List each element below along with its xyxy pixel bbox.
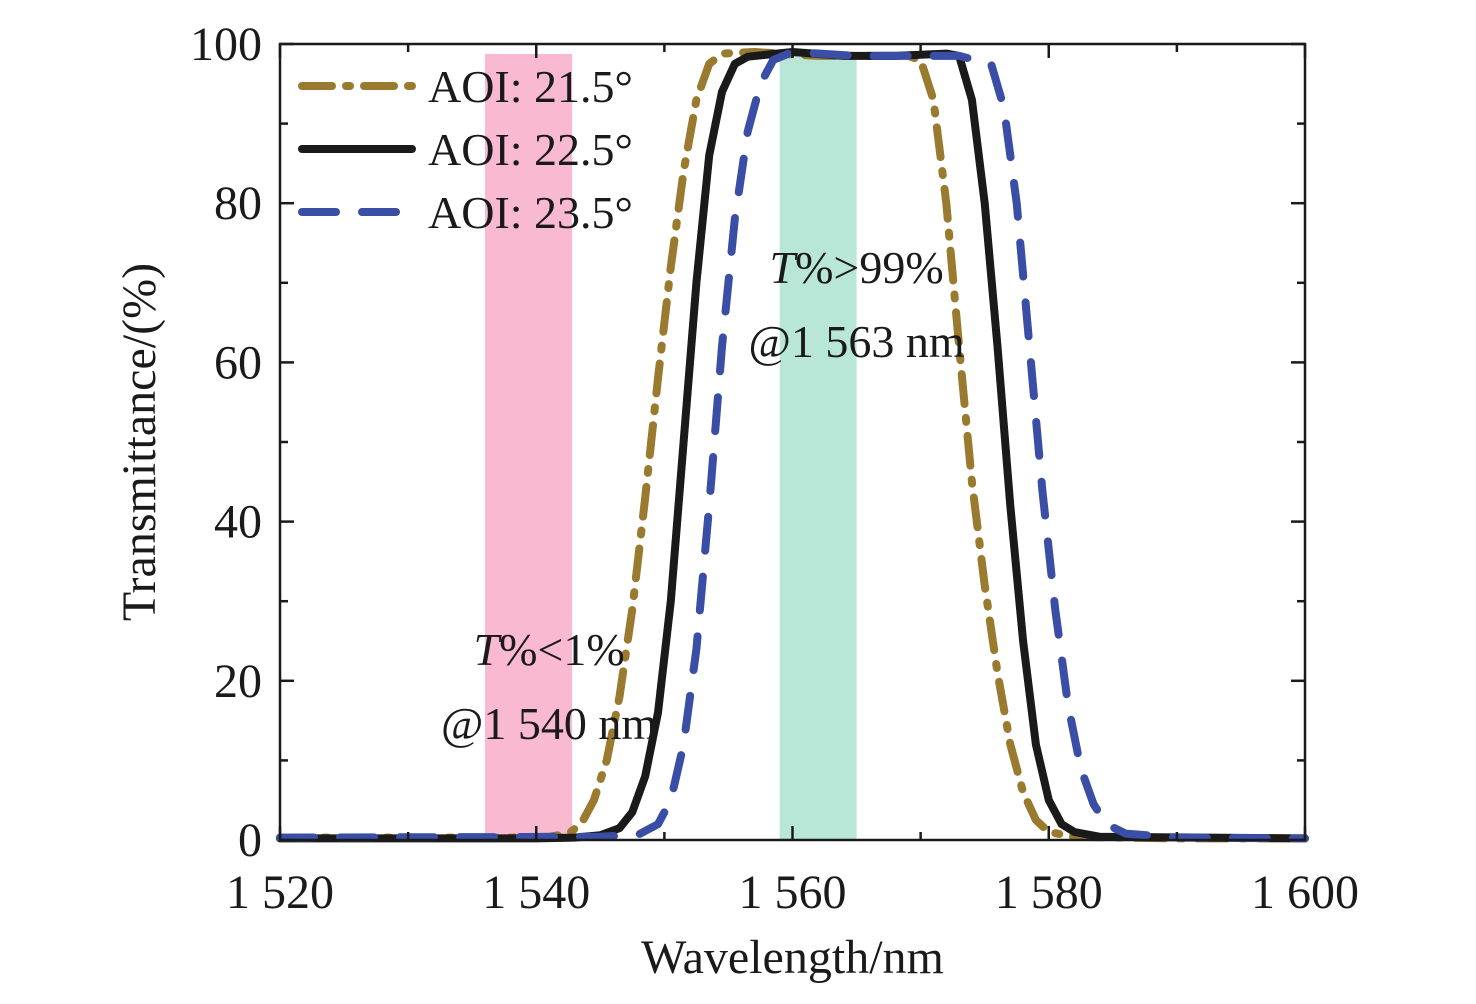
annotation-2-line-1: T%>99% <box>769 242 943 293</box>
y-tick-labels: 0 20 40 60 80 100 <box>190 18 262 867</box>
band-rejection <box>485 54 573 840</box>
annotation-1-line-2: @1 540 nm <box>441 698 657 749</box>
x-tick-label: 1 540 <box>482 866 590 919</box>
series-line-3 <box>276 48 1309 843</box>
annotation-2-line-2: @1 563 nm <box>748 316 964 367</box>
legend-label-3: AOI: 23.5° <box>428 187 633 238</box>
annotations: T%<1% @1 540 nm T%>99% @1 563 nm <box>441 242 965 749</box>
y-tick-label: 60 <box>214 336 262 389</box>
y-tick-label: 100 <box>190 18 262 71</box>
highlight-bands <box>485 54 857 840</box>
legend: AOI: 21.5° AOI: 22.5° AOI: 23.5° <box>298 61 633 238</box>
axis-ticks <box>278 42 1307 842</box>
y-tick-label: 40 <box>214 496 262 549</box>
annotation-1-line-1: T%<1% <box>473 624 624 675</box>
band-pass <box>779 54 857 840</box>
x-tick-label: 1 600 <box>1251 866 1359 919</box>
y-axis-label: Transmittance/(%) <box>113 263 166 621</box>
legend-label-1: AOI: 21.5° <box>428 61 633 112</box>
x-tick-label: 1 520 <box>226 866 334 919</box>
x-tick-labels: 1 520 1 540 1 560 1 580 1 600 <box>226 866 1359 919</box>
x-tick-label: 1 560 <box>739 866 847 919</box>
legend-label-2: AOI: 22.5° <box>428 124 633 175</box>
y-tick-label: 0 <box>238 814 262 867</box>
y-tick-label: 80 <box>214 177 262 230</box>
x-axis-label: Wavelength/nm <box>641 931 944 984</box>
y-tick-label: 20 <box>214 655 262 708</box>
x-tick-label: 1 580 <box>995 866 1103 919</box>
